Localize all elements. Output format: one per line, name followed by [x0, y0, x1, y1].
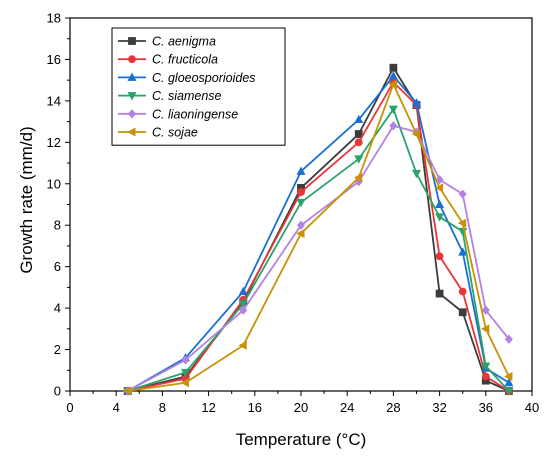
legend-swatch-marker — [127, 127, 136, 137]
data-point — [434, 183, 444, 193]
y-tick-label: 16 — [47, 52, 61, 67]
data-point — [389, 63, 398, 72]
x-tick-label: 20 — [294, 400, 308, 415]
data-point — [504, 377, 514, 387]
data-point — [435, 199, 445, 208]
legend-item: C. fructicola — [118, 53, 218, 67]
legend-swatch-marker — [127, 72, 137, 81]
legend-swatch-marker — [127, 92, 137, 101]
legend-item: C. gloeosporioides — [118, 71, 256, 85]
series-layer — [122, 63, 514, 396]
data-point — [354, 138, 363, 147]
data-point — [354, 114, 364, 124]
data-point — [354, 130, 363, 138]
data-point — [504, 387, 514, 396]
data-point — [435, 252, 444, 261]
legend-item: C. siamense — [118, 89, 222, 103]
legend-box — [111, 27, 286, 146]
data-point — [458, 308, 467, 317]
data-point — [481, 362, 491, 371]
legend-label: C. gloeosporioides — [152, 71, 256, 85]
y-tick-label: 0 — [54, 384, 61, 399]
series-line — [127, 108, 510, 392]
data-point — [239, 305, 248, 315]
data-point — [122, 386, 132, 396]
data-point — [458, 247, 468, 256]
data-point — [411, 98, 422, 107]
data-point — [458, 287, 467, 296]
data-point — [296, 229, 305, 239]
x-tick-label: 4 — [113, 400, 120, 415]
legend-label: C. fructicola — [152, 53, 218, 67]
legend-label: C. aenigma — [152, 35, 216, 49]
x-tick-label: 36 — [479, 400, 493, 415]
data-point — [238, 340, 247, 350]
series-c-sojae — [122, 79, 513, 396]
data-point — [435, 289, 444, 298]
x-axis-title: Temperature (°C) — [236, 430, 367, 449]
y-tick-label: 8 — [54, 218, 61, 233]
x-tick-label: 32 — [432, 400, 446, 415]
data-point — [480, 324, 490, 334]
x-tick-label: 16 — [248, 400, 262, 415]
x-tick-label: 0 — [66, 400, 73, 415]
data-point — [411, 169, 422, 179]
data-point — [481, 372, 490, 381]
legend-item: C. sojae — [118, 126, 198, 140]
y-tick-label: 10 — [47, 176, 61, 191]
y-tick-label: 6 — [54, 259, 61, 274]
series-c-liaoningense — [123, 121, 513, 396]
x-tick-label: 40 — [525, 400, 539, 415]
data-point — [504, 371, 513, 381]
x-tick-label: 24 — [340, 400, 354, 415]
legend-swatch-marker — [128, 37, 136, 45]
y-tick-label: 12 — [47, 135, 61, 150]
legend-item: C. liaoningense — [118, 107, 238, 121]
data-point — [181, 355, 190, 365]
x-tick-label: 12 — [201, 400, 215, 415]
legend-label: C. liaoningense — [152, 107, 238, 121]
legend-item: C. aenigma — [118, 35, 216, 49]
data-point — [296, 166, 306, 175]
legend-label: C. siamense — [152, 89, 222, 103]
x-tick-label: 8 — [159, 400, 166, 415]
legend-swatch-marker — [128, 109, 136, 119]
data-point — [296, 198, 306, 208]
data-point — [411, 129, 421, 139]
data-point — [353, 173, 363, 183]
data-point — [388, 105, 398, 115]
data-point — [481, 305, 490, 315]
data-point — [238, 286, 248, 296]
series-c-siamense — [123, 105, 514, 396]
data-point — [435, 213, 445, 222]
x-tick-label: 28 — [386, 400, 400, 415]
data-point — [388, 79, 397, 89]
data-point — [504, 334, 513, 344]
data-point — [458, 189, 467, 199]
data-point — [435, 174, 444, 185]
series-line — [127, 124, 510, 392]
legend-swatch-marker — [128, 55, 136, 64]
data-point — [180, 378, 189, 388]
legend: C. aenigma C. fructicola C. gloeosporioide… — [111, 27, 286, 146]
y-tick-label: 14 — [47, 93, 61, 108]
data-point — [388, 71, 398, 80]
y-tick-label: 4 — [54, 301, 61, 316]
legend-label: C. sojae — [152, 126, 198, 140]
y-axis-title: Growth rate (mm/d) — [17, 126, 36, 273]
data-point — [297, 220, 305, 230]
data-point — [180, 368, 191, 378]
data-point — [457, 218, 467, 228]
y-tick-label: 18 — [47, 11, 61, 26]
data-point — [389, 121, 398, 131]
data-point — [297, 188, 305, 196]
y-tick-label: 2 — [54, 342, 61, 357]
data-point — [354, 155, 364, 164]
data-point — [238, 300, 248, 309]
